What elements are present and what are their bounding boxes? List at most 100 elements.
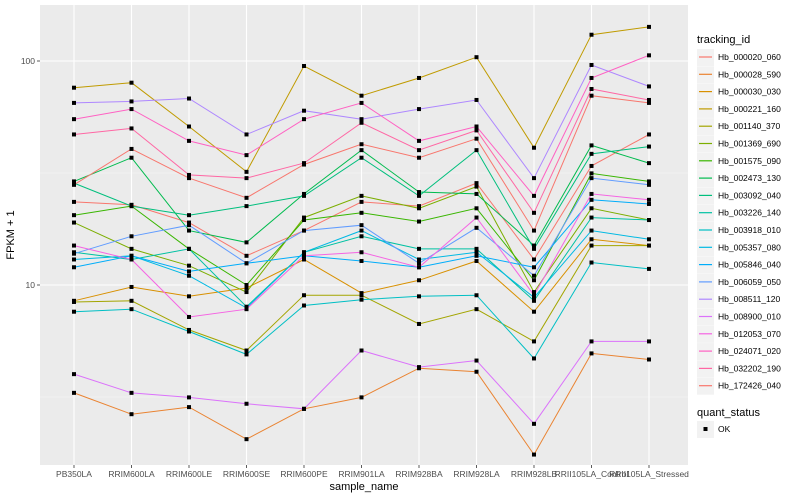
legend-label: Hb_172426_040 bbox=[718, 381, 781, 391]
data-point-Hb_003092_040 bbox=[532, 246, 536, 251]
y-tick-label: 100 bbox=[21, 56, 35, 66]
data-point-Hb_003092_040 bbox=[129, 204, 134, 209]
data-point-Hb_001369_690 bbox=[129, 246, 134, 251]
data-point-Hb_005357_080 bbox=[589, 228, 594, 233]
data-point-Hb_000030_030 bbox=[187, 294, 191, 299]
data-point-Hb_008511_120 bbox=[244, 132, 249, 137]
data-point-Hb_006059_050 bbox=[72, 251, 76, 256]
x-axis: PB350LA RRIM600LA RRIM600LE RRIM600SE RRIM60… bbox=[56, 465, 689, 479]
data-point-Hb_002473_130 bbox=[187, 228, 191, 233]
data-point-Hb_032202_190 bbox=[417, 148, 421, 153]
data-point-Hb_003092_040 bbox=[359, 155, 364, 160]
data-point-Hb_008900_010 bbox=[302, 406, 306, 411]
legend-label: Hb_005846_040 bbox=[718, 260, 781, 270]
data-point-Hb_024071_020 bbox=[474, 124, 479, 129]
data-point-Hb_006059_050 bbox=[532, 273, 536, 278]
data-point-Hb_008511_120 bbox=[187, 96, 191, 101]
data-point-Hb_003226_140 bbox=[187, 246, 191, 251]
data-point-Hb_006059_050 bbox=[474, 225, 479, 230]
data-point-Hb_001140_370 bbox=[129, 298, 134, 303]
data-point-Hb_000028_590 bbox=[589, 351, 594, 356]
data-point-Hb_032202_190 bbox=[647, 97, 651, 102]
data-point-Hb_172426_040 bbox=[359, 142, 364, 147]
data-point-Hb_008511_120 bbox=[72, 100, 76, 105]
data-point-Hb_024071_020 bbox=[72, 117, 76, 122]
legend-shape-label: OK bbox=[718, 424, 731, 434]
legend-title-color: tracking_id bbox=[697, 34, 750, 46]
data-point-Hb_001140_370 bbox=[244, 348, 249, 353]
data-point-Hb_005846_040 bbox=[532, 265, 536, 270]
data-point-Hb_000020_060 bbox=[589, 163, 594, 168]
data-point-Hb_001575_090 bbox=[359, 210, 364, 215]
legend-shape-swatch bbox=[703, 427, 708, 431]
data-point-Hb_006059_050 bbox=[187, 223, 191, 228]
data-point-Hb_000221_160 bbox=[647, 24, 651, 29]
data-point-Hb_008511_120 bbox=[417, 107, 421, 112]
data-point-Hb_006059_050 bbox=[129, 234, 134, 239]
data-point-Hb_032202_190 bbox=[244, 176, 249, 181]
data-point-Hb_003918_010 bbox=[474, 293, 479, 298]
data-point-Hb_172426_040 bbox=[532, 228, 536, 233]
data-point-Hb_003918_010 bbox=[187, 329, 191, 334]
x-tick-label: RRII105LA_Stressed bbox=[609, 469, 689, 479]
y-tick-label: 10 bbox=[26, 280, 36, 290]
data-point-Hb_005357_080 bbox=[417, 257, 421, 262]
data-point-Hb_001369_690 bbox=[302, 215, 306, 220]
data-point-Hb_000030_030 bbox=[129, 284, 134, 289]
data-point-Hb_008511_120 bbox=[589, 62, 594, 67]
legend-label: Hb_002473_130 bbox=[718, 173, 781, 183]
data-point-Hb_000028_590 bbox=[72, 390, 76, 395]
legend-label: Hb_001369_690 bbox=[718, 139, 781, 149]
data-point-Hb_024071_020 bbox=[129, 107, 134, 112]
data-point-Hb_024071_020 bbox=[532, 193, 536, 198]
data-point-Hb_003226_140 bbox=[417, 246, 421, 251]
data-point-Hb_032202_190 bbox=[532, 210, 536, 215]
data-point-Hb_003918_010 bbox=[244, 352, 249, 357]
data-point-Hb_000221_160 bbox=[187, 124, 191, 129]
data-point-Hb_000221_160 bbox=[72, 85, 76, 90]
data-point-Hb_008511_120 bbox=[474, 97, 479, 102]
data-point-Hb_003092_040 bbox=[302, 193, 306, 198]
data-point-Hb_005357_080 bbox=[72, 257, 76, 262]
data-point-Hb_002473_130 bbox=[417, 190, 421, 195]
data-point-Hb_008511_120 bbox=[302, 108, 306, 113]
x-tick-label: RRIM600SE bbox=[223, 469, 271, 479]
x-tick-label: RRIM600LE bbox=[166, 469, 213, 479]
data-point-Hb_012053_070 bbox=[647, 197, 651, 202]
data-point-Hb_000221_160 bbox=[417, 75, 421, 80]
data-point-Hb_008900_010 bbox=[417, 365, 421, 370]
data-point-Hb_012053_070 bbox=[474, 215, 479, 220]
data-point-Hb_002473_130 bbox=[244, 240, 249, 245]
data-point-Hb_002473_130 bbox=[129, 155, 134, 160]
data-point-Hb_000221_160 bbox=[589, 32, 594, 37]
data-point-Hb_001575_090 bbox=[244, 283, 249, 287]
data-point-Hb_000020_060 bbox=[532, 257, 536, 262]
data-point-Hb_005846_040 bbox=[647, 201, 651, 206]
data-point-Hb_000020_060 bbox=[417, 204, 421, 209]
data-point-Hb_001575_090 bbox=[474, 206, 479, 211]
data-point-Hb_003918_010 bbox=[417, 294, 421, 299]
data-point-Hb_003226_140 bbox=[589, 215, 594, 220]
legend-title-shape: quant_status bbox=[697, 407, 760, 419]
legend-label: Hb_001575_090 bbox=[718, 156, 781, 166]
data-point-Hb_008511_120 bbox=[359, 117, 364, 122]
data-point-Hb_000028_590 bbox=[244, 437, 249, 442]
data-point-Hb_001369_690 bbox=[589, 206, 594, 211]
data-point-Hb_002473_130 bbox=[474, 191, 479, 196]
data-point-Hb_024071_020 bbox=[589, 75, 594, 80]
data-point-Hb_003092_040 bbox=[417, 193, 421, 198]
data-point-Hb_032202_190 bbox=[589, 86, 594, 91]
data-point-Hb_000030_030 bbox=[532, 309, 536, 314]
data-point-Hb_008900_010 bbox=[532, 421, 536, 426]
legend-label: Hb_032202_190 bbox=[718, 363, 781, 373]
data-point-Hb_000030_030 bbox=[589, 237, 594, 242]
data-point-Hb_172426_040 bbox=[187, 176, 191, 181]
data-point-Hb_000028_590 bbox=[359, 395, 364, 400]
data-point-Hb_012053_070 bbox=[417, 265, 421, 270]
data-point-Hb_003226_140 bbox=[474, 246, 479, 251]
data-point-Hb_001140_370 bbox=[647, 243, 651, 248]
data-point-Hb_012053_070 bbox=[302, 253, 306, 258]
data-point-Hb_000020_060 bbox=[647, 132, 651, 137]
data-point-Hb_005846_040 bbox=[72, 265, 76, 270]
